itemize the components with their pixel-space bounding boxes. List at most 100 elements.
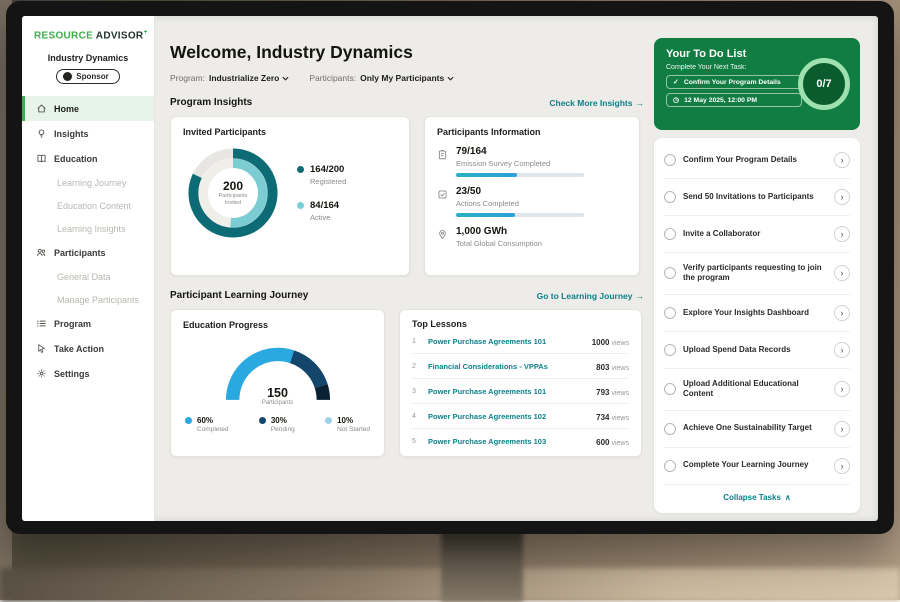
task-row[interactable]: Achieve One Sustainability Target › [664, 411, 850, 448]
home-icon [36, 103, 47, 114]
invited-donut-chart: 200 Participants Invited [183, 143, 283, 243]
task-row[interactable]: Explore Your Insights Dashboard › [664, 295, 850, 332]
task-list-card: Confirm Your Program Details › Send 50 I… [654, 138, 860, 513]
task-row[interactable]: Send 50 Invitations to Participants › [664, 179, 850, 216]
task-checkbox[interactable] [664, 191, 676, 203]
task-row[interactable]: Upload Additional Educational Content › [664, 369, 850, 411]
lesson-link[interactable]: Power Purchase Agreements 103 [428, 437, 588, 446]
task-checkbox[interactable] [664, 154, 676, 166]
sidebar-item-learning-insights[interactable]: Learning Insights [22, 217, 154, 240]
people-icon [36, 247, 47, 258]
invited-participants-card: Invited Participants 200 [170, 116, 410, 276]
sidebar-item-insights[interactable]: Insights [22, 121, 154, 146]
sidebar: RESOURCE ADVISOR+ Industry Dynamics Spon… [22, 16, 155, 521]
main-content: Welcome, Industry Dynamics Program: Indu… [170, 16, 644, 457]
next-task-pill[interactable]: ✓ Confirm Your Program Details [666, 75, 802, 89]
sidebar-item-home[interactable]: Home [22, 96, 154, 121]
top-lessons-card: Top Lessons 1 Power Purchase Agreements … [399, 309, 642, 457]
sidebar-item-settings[interactable]: Settings [22, 361, 154, 386]
legend-item-pending: 30% Pending [259, 416, 295, 433]
card-title: Top Lessons [412, 319, 629, 329]
chevron-right-icon[interactable]: › [834, 305, 850, 321]
clipboard-icon [437, 147, 448, 158]
task-checkbox[interactable] [664, 307, 676, 319]
task-row[interactable]: Complete Your Learning Journey › [664, 448, 850, 485]
sidebar-item-education[interactable]: Education [22, 146, 154, 171]
task-checkbox[interactable] [664, 228, 676, 240]
sidebar-item-program[interactable]: Program [22, 311, 154, 336]
legend-item-active: 84/164 Active [297, 200, 346, 222]
gauge-center-label: Participants [262, 400, 293, 406]
sidebar-item-education-content[interactable]: Education Content [22, 194, 154, 217]
lesson-link[interactable]: Power Purchase Agreements 101 [428, 337, 584, 346]
actions-progress-bar [456, 213, 584, 217]
checklist-icon [437, 187, 448, 198]
legend-dot [259, 417, 266, 424]
program-select[interactable]: Industrialize Zero [209, 73, 289, 83]
education-gauge-chart: 150 Participants [213, 338, 343, 406]
sidebar-item-manage-participants[interactable]: Manage Participants [22, 288, 154, 311]
chevron-right-icon[interactable]: › [834, 189, 850, 205]
task-checkbox[interactable] [664, 423, 676, 435]
legend-dot [185, 417, 192, 424]
logo-text-resource: RESOURCE [34, 30, 93, 41]
stat-actions-completed: 23/50 Actions Completed [437, 186, 627, 217]
task-row[interactable]: Verify participants requesting to join t… [664, 253, 850, 295]
logo-text-advisor: ADVISOR [96, 30, 144, 41]
sidebar-item-take-action[interactable]: Take Action [22, 336, 154, 361]
logo-plus: + [143, 29, 147, 36]
check-more-insights-link[interactable]: Check More Insights → [549, 98, 644, 108]
chevron-right-icon[interactable]: › [834, 421, 850, 437]
todo-summary-card: Your To Do List Complete Your Next Task:… [654, 38, 860, 130]
donut-center-value: 200 [223, 179, 243, 193]
arrow-right-icon: → [636, 98, 645, 108]
location-pin-icon [437, 227, 448, 238]
legend-item-registered: 164/200 Registered [297, 164, 346, 186]
collapse-tasks-button[interactable]: Collapse Tasks ∧ [664, 485, 850, 509]
education-progress-card: Education Progress 150 Participants [170, 309, 385, 457]
donut-center-label: Participants Invited [212, 193, 254, 207]
participants-select[interactable]: Only My Participants [360, 73, 454, 83]
book-icon [36, 153, 47, 164]
chevron-right-icon[interactable]: › [834, 342, 850, 358]
task-row[interactable]: Upload Spend Data Records › [664, 332, 850, 369]
lesson-link[interactable]: Power Purchase Agreements 101 [428, 387, 588, 396]
task-checkbox[interactable] [664, 383, 676, 395]
monitor-stand [441, 526, 523, 602]
chevron-right-icon[interactable]: › [834, 152, 850, 168]
sidebar-item-general-data[interactable]: General Data [22, 265, 154, 288]
chevron-down-icon [282, 76, 289, 81]
card-title: Invited Participants [183, 127, 397, 137]
chevron-right-icon[interactable]: › [834, 381, 850, 397]
legend-item-completed: 60% Completed [185, 416, 228, 433]
task-checkbox[interactable] [664, 344, 676, 356]
task-row[interactable]: Confirm Your Program Details › [664, 142, 850, 179]
sponsor-icon [63, 72, 72, 81]
todo-progress-ring: 0/7 [798, 58, 850, 110]
go-to-learning-journey-link[interactable]: Go to Learning Journey → [537, 291, 644, 301]
task-checkbox[interactable] [664, 460, 676, 472]
monitor-bezel: RESOURCE ADVISOR+ Industry Dynamics Spon… [6, 1, 894, 534]
gauge-center-value: 150 [267, 386, 288, 400]
education-legend: 60% Completed 30% Pending [183, 416, 372, 433]
lesson-link[interactable]: Power Purchase Agreements 102 [428, 412, 588, 421]
chevron-right-icon[interactable]: › [834, 226, 850, 242]
legend-dot [297, 166, 304, 173]
todo-panel: Your To Do List Complete Your Next Task:… [654, 38, 860, 521]
chevron-right-icon[interactable]: › [834, 265, 850, 281]
task-checkbox[interactable] [664, 267, 676, 279]
arrow-right-icon: → [636, 291, 645, 301]
participants-filter-label: Participants: [309, 73, 356, 83]
org-name: Industry Dynamics [22, 53, 154, 63]
lesson-link[interactable]: Financial Considerations - VPPAs [428, 362, 588, 371]
chevron-right-icon[interactable]: › [834, 458, 850, 474]
lightbulb-icon [36, 128, 47, 139]
stat-global-consumption: 1,000 GWh Total Global Consumption [437, 226, 627, 248]
emission-progress-bar [456, 173, 584, 177]
task-row[interactable]: Invite a Collaborator › [664, 216, 850, 253]
sidebar-item-learning-journey[interactable]: Learning Journey [22, 171, 154, 194]
sidebar-item-participants[interactable]: Participants [22, 240, 154, 265]
